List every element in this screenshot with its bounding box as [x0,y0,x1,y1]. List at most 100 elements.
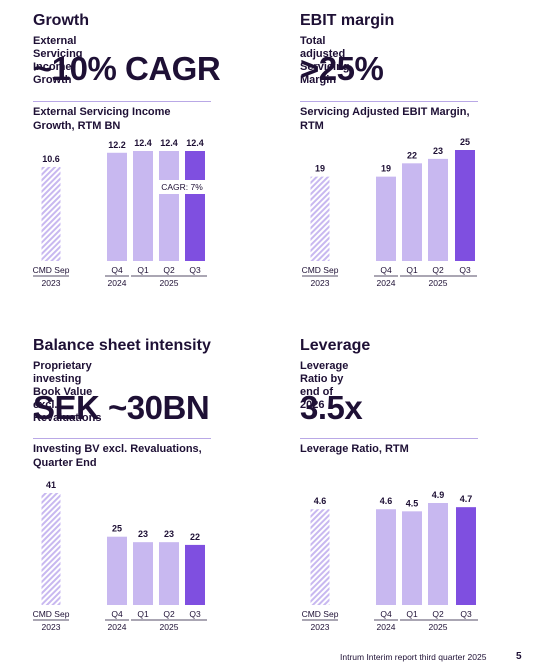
growth-bar-2 [133,151,153,261]
balance-bar-4 [185,544,205,605]
leverage-divider [300,438,478,439]
leverage-value-label-1: 4.6 [380,496,393,506]
ebit-bar-2 [402,163,422,261]
leverage-category-label-0: CMD Sep [302,609,339,619]
ebit-bar-3 [428,158,448,261]
leverage-chart-title-line-1: Leverage Ratio, RTM [300,443,409,455]
balance-headline: SEK ~30BN [33,389,210,426]
balance-subtitle-line-1: Proprietary investing Book Value [33,360,93,398]
growth-bar-3 [159,151,179,261]
balance-value-label-4: 22 [190,532,200,542]
growth-value-label-0: 10.6 [42,154,60,164]
balance-subtitle-line-2: excl. Revaluations [33,399,102,424]
balance-chart-title: Investing BV excl. Revaluations, Quarter… [33,443,202,470]
ebit-headline: >25% [300,50,384,87]
growth-title: Growth [33,12,89,29]
balance-year-label-0: 2023 [42,622,61,632]
ebit-value-label-1: 19 [381,164,391,174]
leverage-bar-1 [376,509,396,605]
ebit-category-label-4: Q3 [459,265,471,275]
leverage-bar-0 [310,509,330,605]
balance-bar-0 [41,493,61,605]
ebit-year-label-2: 2025 [429,278,448,288]
balance-value-label-2: 23 [138,529,148,539]
leverage-bar-2 [402,511,422,605]
growth-category-label-1: Q4 [111,265,123,275]
ebit-value-label-0: 19 [315,164,325,174]
balance-bar-3 [159,542,179,605]
balance-year-label-1: 2024 [108,622,127,632]
balance-bar-2 [133,542,153,605]
leverage-value-label-0: 4.6 [314,496,327,506]
leverage-category-label-2: Q1 [406,609,418,619]
ebit-chart-title: Servicing Adjusted EBIT Margin, RTM [300,106,470,133]
leverage-year-label-2: 2025 [429,622,448,632]
leverage-category-label-1: Q4 [380,609,392,619]
growth-value-label-3: 12.4 [160,138,178,148]
ebit-title: EBIT margin [300,12,395,29]
growth-category-label-4: Q3 [189,265,201,275]
balance-value-label-1: 25 [112,524,122,534]
balance-title: Balance sheet intensity [33,337,211,354]
ebit-bar-0 [310,176,330,261]
balance-year-label-2: 2025 [160,622,179,632]
growth-value-label-4: 12.4 [186,138,204,148]
balance-category-label-0: CMD Sep [33,609,70,619]
growth-value-label-2: 12.4 [134,138,152,148]
leverage-year-label-0: 2023 [311,622,330,632]
leverage-headline: 3.5x [300,389,363,426]
ebit-year-label-0: 2023 [311,278,330,288]
ebit-value-label-4: 25 [460,137,470,147]
balance-bar-1 [107,536,127,605]
growth-divider [33,101,211,102]
ebit-subtitle: Total adjusted Servicing Margin [300,35,350,86]
leverage-title: Leverage [300,337,371,354]
growth-year-label-1: 2024 [108,278,127,288]
leverage-value-label-2: 4.5 [406,498,419,508]
balance-category-label-2: Q1 [137,609,149,619]
leverage-year-label-1: 2024 [377,622,396,632]
leverage-value-label-3: 4.9 [432,490,445,500]
growth-year-label-2: 2025 [160,278,179,288]
leverage-category-label-4: Q3 [460,609,472,619]
leverage-category-label-3: Q2 [432,609,444,619]
ebit-value-label-3: 23 [433,146,443,156]
growth-annotation-background [158,180,206,194]
growth-headline: ~10% CAGR [33,50,221,87]
growth-bar-0 [41,166,61,261]
ebit-category-label-3: Q2 [432,265,444,275]
growth-subtitle: External Servicing Income Growth [33,35,83,86]
balance-category-label-4: Q3 [189,609,201,619]
page-number: 5 [516,651,522,662]
leverage-subtitle: Leverage Ratio by end of 2026 [300,360,349,411]
growth-chart-title-line-1: External Servicing Income [33,106,171,118]
growth-bar-1 [107,152,127,261]
ebit-divider [300,101,478,102]
leverage-bar-4 [456,507,476,605]
balance-divider [33,438,211,439]
ebit-chart-title-line-2: RTM [300,119,324,132]
growth-bar-4 [185,151,205,261]
balance-value-label-0: 41 [46,480,56,490]
leverage-chart-title: Leverage Ratio, RTM [300,443,409,457]
balance-category-label-1: Q4 [111,609,123,619]
growth-category-label-3: Q2 [163,265,175,275]
leverage-value-label-4: 4.7 [460,494,473,504]
growth-year-label-0: 2023 [42,278,61,288]
balance-value-label-3: 23 [164,529,174,539]
growth-chart-title-line-2: Growth, RTM BN [33,119,121,132]
balance-subtitle: Proprietary investing Book Value excl. R… [33,360,101,425]
ebit-year-label-1: 2024 [377,278,396,288]
ebit-chart-title-line-1: Servicing Adjusted EBIT Margin, [300,106,470,118]
ebit-bar-4 [455,150,475,261]
ebit-value-label-2: 22 [407,150,417,160]
growth-chart-title: External Servicing Income Growth, RTM BN [33,106,171,133]
ebit-category-label-0: CMD Sep [302,265,339,275]
growth-cagr-annotation: CAGR: 7% [161,182,203,192]
balance-category-label-3: Q2 [163,609,175,619]
balance-chart-title-line-2: Quarter End [33,456,97,469]
growth-value-label-1: 12.2 [108,140,126,150]
ebit-bar-1 [376,176,396,261]
growth-category-label-2: Q1 [137,265,149,275]
